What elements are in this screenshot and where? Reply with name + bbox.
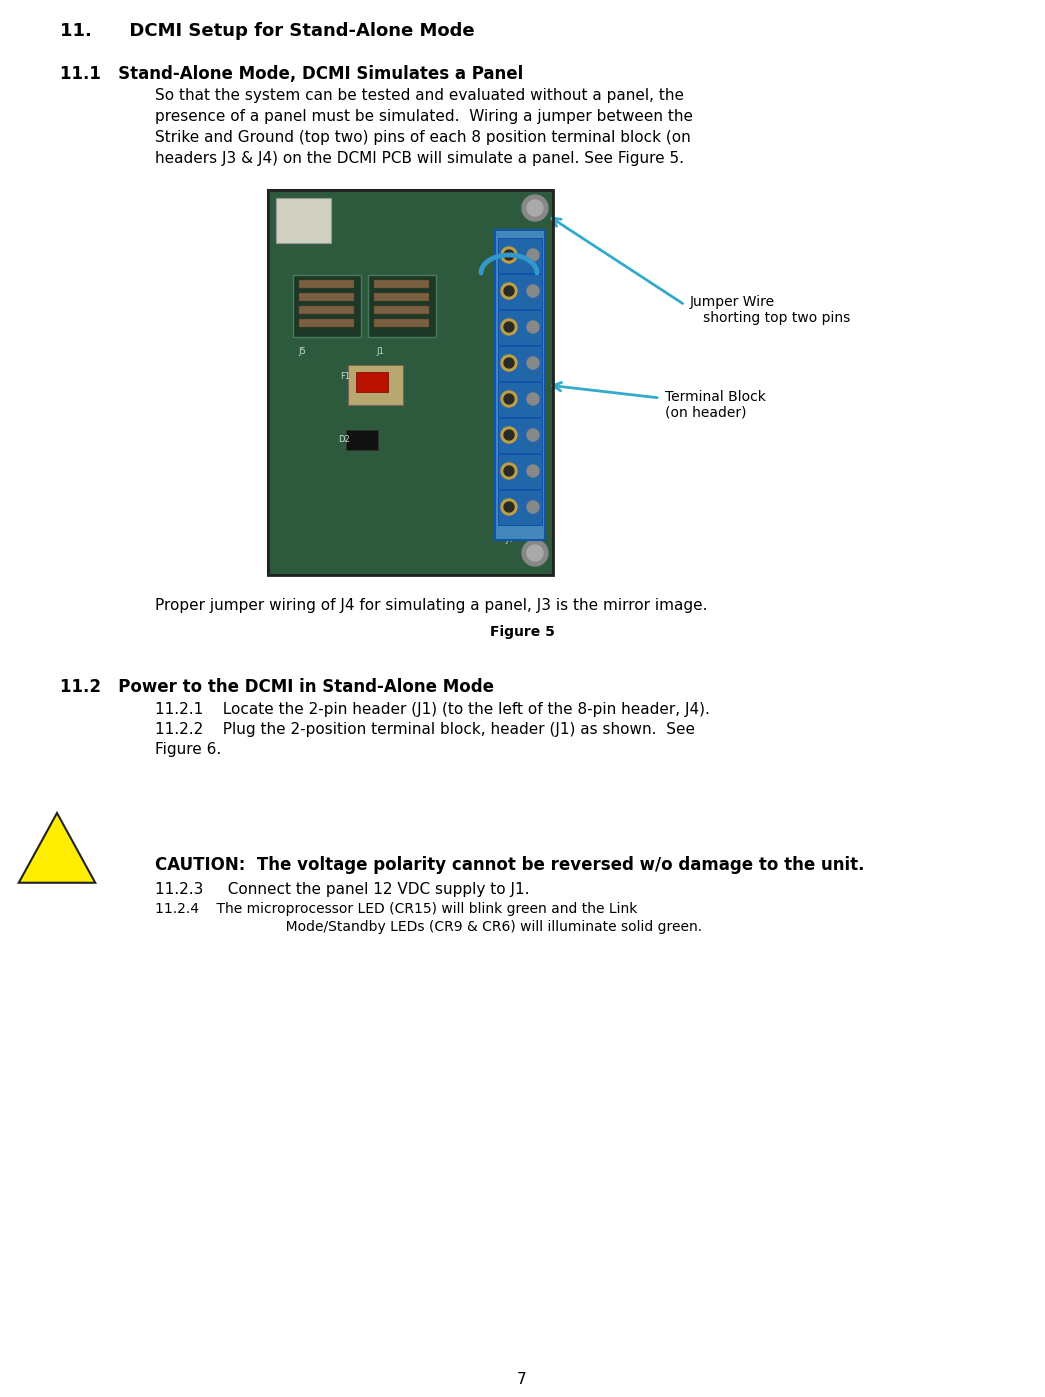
Text: Terminal Block: Terminal Block [665, 390, 766, 404]
Circle shape [522, 541, 548, 566]
Text: Figure 6.: Figure 6. [155, 742, 222, 757]
Text: 11.2   Power to the DCMI in Stand-Alone Mode: 11.2 Power to the DCMI in Stand-Alone Mo… [60, 678, 494, 696]
Text: J1: J1 [376, 346, 384, 356]
Text: 7: 7 [517, 1372, 527, 1387]
Circle shape [501, 499, 517, 515]
Bar [495, 231, 545, 541]
Circle shape [527, 465, 539, 476]
Text: D2: D2 [338, 434, 350, 444]
Circle shape [504, 358, 514, 367]
Bar [346, 430, 378, 450]
Circle shape [527, 545, 543, 562]
Bar [374, 306, 429, 314]
Bar [498, 310, 542, 345]
Circle shape [527, 429, 539, 441]
Text: So that the system can be tested and evaluated without a panel, the: So that the system can be tested and eva… [155, 88, 684, 103]
Bar [299, 279, 354, 288]
Circle shape [504, 502, 514, 511]
Circle shape [527, 285, 539, 298]
Circle shape [527, 321, 539, 332]
Bar [374, 279, 429, 288]
Text: Jumper Wire: Jumper Wire [690, 295, 775, 309]
Circle shape [522, 196, 548, 221]
Circle shape [504, 250, 514, 260]
Text: 11.2.2    Plug the 2-position terminal block, header (J1) as shown.  See: 11.2.2 Plug the 2-position terminal bloc… [155, 722, 695, 738]
Bar [498, 454, 542, 489]
Circle shape [501, 319, 517, 335]
Circle shape [501, 284, 517, 299]
Circle shape [501, 462, 517, 479]
Circle shape [527, 249, 539, 261]
Text: 11.2.3     Connect the panel 12 VDC supply to J1.: 11.2.3 Connect the panel 12 VDC supply t… [155, 882, 530, 897]
Bar [498, 237, 542, 272]
Bar [498, 346, 542, 381]
Circle shape [504, 467, 514, 476]
Bar [293, 275, 361, 337]
Text: Mode/Standby LEDs (CR9 & CR6) will illuminate solid green.: Mode/Standby LEDs (CR9 & CR6) will illum… [220, 921, 702, 935]
Bar [498, 418, 542, 453]
Bar [299, 306, 354, 314]
Bar [356, 372, 388, 393]
Text: presence of a panel must be simulated.  Wiring a jumper between the: presence of a panel must be simulated. W… [155, 109, 693, 124]
Bar [299, 293, 354, 300]
Bar [498, 381, 542, 416]
Polygon shape [19, 813, 95, 883]
Circle shape [504, 286, 514, 296]
Circle shape [501, 391, 517, 407]
Bar [374, 293, 429, 300]
Text: 11.      DCMI Setup for Stand-Alone Mode: 11. DCMI Setup for Stand-Alone Mode [60, 22, 474, 41]
Circle shape [501, 355, 517, 372]
Text: Figure 5: Figure 5 [489, 624, 555, 638]
Text: headers J3 & J4) on the DCMI PCB will simulate a panel. See Figure 5.: headers J3 & J4) on the DCMI PCB will si… [155, 151, 684, 166]
Bar [498, 274, 542, 309]
Text: J4: J4 [505, 535, 513, 543]
Text: 11.2.1    Locate the 2-pin header (J1) (to the left of the 8-pin header, J4).: 11.2.1 Locate the 2-pin header (J1) (to … [155, 703, 710, 717]
Bar [374, 319, 429, 327]
Bar [299, 319, 354, 327]
Circle shape [501, 427, 517, 443]
Circle shape [527, 358, 539, 369]
Circle shape [501, 247, 517, 263]
Circle shape [527, 200, 543, 217]
Text: 11.2.4    The microprocessor LED (CR15) will blink green and the Link: 11.2.4 The microprocessor LED (CR15) wil… [155, 902, 637, 916]
Text: (on header): (on header) [665, 407, 746, 420]
Circle shape [527, 502, 539, 513]
Bar [276, 198, 331, 243]
Text: shorting top two pins: shorting top two pins [690, 312, 851, 326]
Bar [498, 490, 542, 525]
Text: Proper jumper wiring of J4 for simulating a panel, J3 is the mirror image.: Proper jumper wiring of J4 for simulatin… [155, 598, 707, 613]
Circle shape [504, 430, 514, 440]
Text: CAUTION:  The voltage polarity cannot be reversed w/o damage to the unit.: CAUTION: The voltage polarity cannot be … [155, 856, 864, 875]
Text: Strike and Ground (top two) pins of each 8 position terminal block (on: Strike and Ground (top two) pins of each… [155, 130, 691, 145]
Bar [368, 275, 436, 337]
Circle shape [527, 393, 539, 405]
Bar [268, 190, 553, 576]
Text: 11.1   Stand-Alone Mode, DCMI Simulates a Panel: 11.1 Stand-Alone Mode, DCMI Simulates a … [60, 66, 524, 82]
Text: F1: F1 [340, 372, 350, 381]
Text: !: ! [51, 841, 63, 866]
Bar [348, 365, 403, 405]
Bar [268, 190, 553, 576]
Text: J5: J5 [298, 346, 306, 356]
Circle shape [504, 321, 514, 332]
Circle shape [504, 394, 514, 404]
